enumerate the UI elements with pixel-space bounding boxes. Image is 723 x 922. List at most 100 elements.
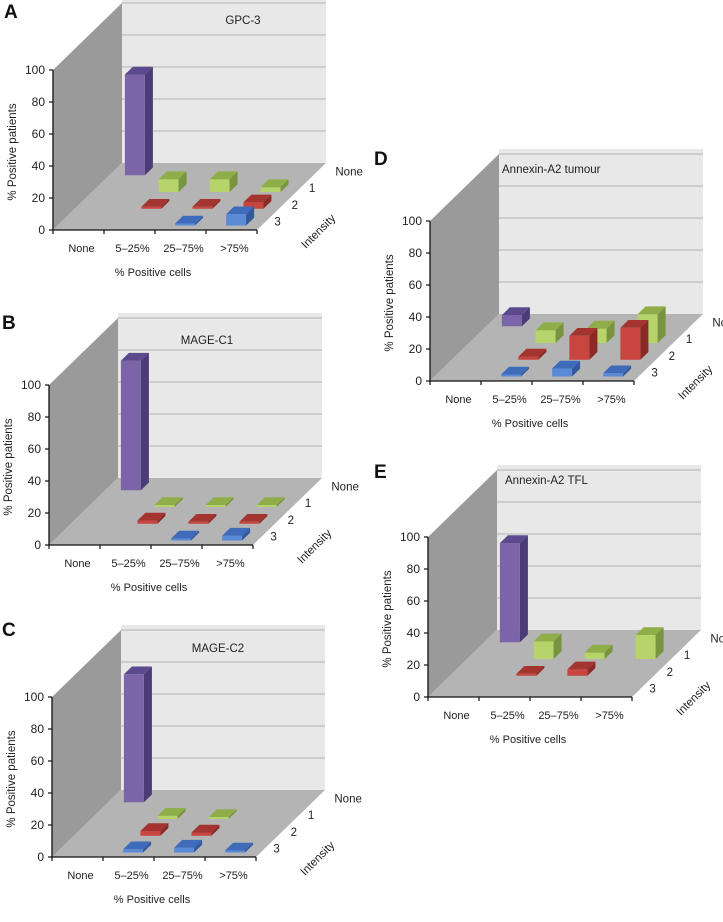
- bar-side: [144, 66, 153, 176]
- y-tick-label: 0: [38, 223, 45, 237]
- x-tick-label: None: [443, 710, 469, 722]
- bar-front: [137, 520, 158, 524]
- x-axis-label: % Positive cells: [111, 582, 188, 594]
- x-tick-label: 25–75%: [538, 710, 579, 722]
- bar-D-intensity-3-cells-1: [501, 366, 530, 377]
- bar-top: [158, 171, 187, 180]
- y-tick-label: 0: [413, 690, 420, 704]
- y-tick-label: 40: [409, 310, 423, 324]
- panel-letter: B: [2, 313, 16, 334]
- bar-front: [188, 521, 209, 524]
- floor: [52, 790, 325, 857]
- panel-letter: D: [374, 149, 388, 170]
- bar-front: [584, 652, 605, 660]
- bar-E-intensity-1-cells-1: [533, 633, 562, 660]
- bar-front: [123, 849, 144, 853]
- bar-side: [225, 497, 234, 507]
- bar-front: [239, 521, 260, 524]
- intensity-tick-label: 2: [291, 827, 297, 839]
- bar-C-intensity-2-cells-1: [140, 823, 169, 836]
- y-tick-label: 100: [25, 63, 45, 77]
- bar-front: [120, 360, 141, 491]
- bar-top: [188, 514, 217, 522]
- bar-front: [518, 356, 539, 360]
- y-tick-label: 0: [34, 538, 41, 552]
- x-tick-label: >75%: [219, 870, 248, 882]
- bar-B-intensity-2-cells-2: [188, 514, 217, 524]
- bar-top: [225, 842, 254, 851]
- intensity-tick-label: 3: [651, 368, 657, 380]
- bar-A-intensity-2-cells-3: [243, 194, 272, 209]
- bar-top: [243, 194, 272, 203]
- bar-front: [141, 206, 162, 209]
- bar-D-intensity-1-cells-1: [535, 322, 564, 344]
- bar-top: [157, 808, 186, 816]
- bar-front: [158, 179, 179, 193]
- y-axis-label: % Positive patients: [7, 103, 19, 200]
- chart-A: 0 20 40 60 80 100 None 5–25% 25–75% >75% % Positiv…: [7, 0, 363, 279]
- x-tick-label: 5–25%: [111, 558, 145, 570]
- x-tick-label: None: [64, 558, 90, 570]
- intensity-tick-label: 1: [309, 183, 315, 195]
- bar-front: [205, 505, 226, 508]
- bar-top: [174, 839, 203, 848]
- bar-E-intensity-2-cells-2: [567, 661, 596, 676]
- bar-front: [501, 374, 522, 377]
- bar-side: [195, 215, 204, 226]
- bar-front: [226, 214, 247, 226]
- chart-B: 0 20 40 60 80 100 None 5–25% 25–75% >75% % Positiv…: [3, 313, 359, 594]
- back-wall: [118, 313, 322, 478]
- bar-side: [589, 328, 598, 360]
- bar-top: [124, 66, 153, 75]
- y-tick-label: 80: [409, 246, 423, 260]
- panel-letter: A: [4, 2, 18, 23]
- bar-front: [635, 635, 656, 660]
- bar-E-intensity-1-cells-3: [635, 627, 664, 660]
- x-tick-label: 5–25%: [114, 870, 148, 882]
- bar-front: [501, 315, 522, 327]
- bar-side: [536, 666, 545, 676]
- bar-front: [123, 674, 144, 803]
- bar-front: [192, 206, 213, 209]
- bar-side: [174, 497, 183, 507]
- y-tick-label: 20: [32, 191, 46, 205]
- y-tick-label: 40: [407, 626, 421, 640]
- chart-title: Annexin-A2 tumour: [502, 164, 601, 176]
- y-tick-label: 100: [21, 378, 41, 392]
- y-tick-label: 80: [32, 95, 46, 109]
- bar-E-intensity-None-cells-0: [499, 535, 528, 643]
- floor: [49, 478, 322, 545]
- bar-top: [533, 633, 562, 642]
- bar-top: [175, 215, 204, 224]
- intensity-tick-label: None: [335, 166, 363, 178]
- back-wall: [499, 149, 703, 314]
- bar-front: [222, 535, 243, 541]
- y-tick-label: 20: [31, 818, 45, 832]
- intensity-tick-label: None: [334, 793, 362, 805]
- bar-top: [226, 206, 255, 215]
- side-wall: [53, 3, 122, 230]
- bar-top: [635, 627, 664, 635]
- z-axis-label: Intensity: [298, 839, 337, 878]
- y-tick-label: 60: [28, 442, 42, 456]
- y-tick-label: 80: [407, 562, 421, 576]
- bar-top: [499, 535, 528, 544]
- x-axis-label: % Positive cells: [115, 267, 192, 279]
- bar-side: [276, 497, 285, 507]
- bar-top: [123, 841, 152, 850]
- bar-E-intensity-1-cells-2: [584, 644, 613, 660]
- intensity-tick-label: None: [710, 633, 723, 645]
- y-axis-label: % Positive patients: [384, 254, 396, 351]
- y-tick-label: 0: [37, 850, 44, 864]
- chart-title: MAGE-C1: [181, 335, 233, 347]
- bar-front: [175, 223, 196, 226]
- bar-side: [208, 514, 217, 524]
- bar-C-intensity-None-cells-0: [123, 666, 152, 803]
- bar-top: [120, 352, 149, 361]
- z-axis-label: Intensity: [299, 212, 338, 251]
- bar-top: [535, 322, 564, 331]
- x-axis-label: % Positive cells: [490, 734, 567, 746]
- bar-front: [567, 669, 588, 676]
- bar-top: [123, 666, 152, 675]
- intensity-tick-label: None: [712, 317, 723, 329]
